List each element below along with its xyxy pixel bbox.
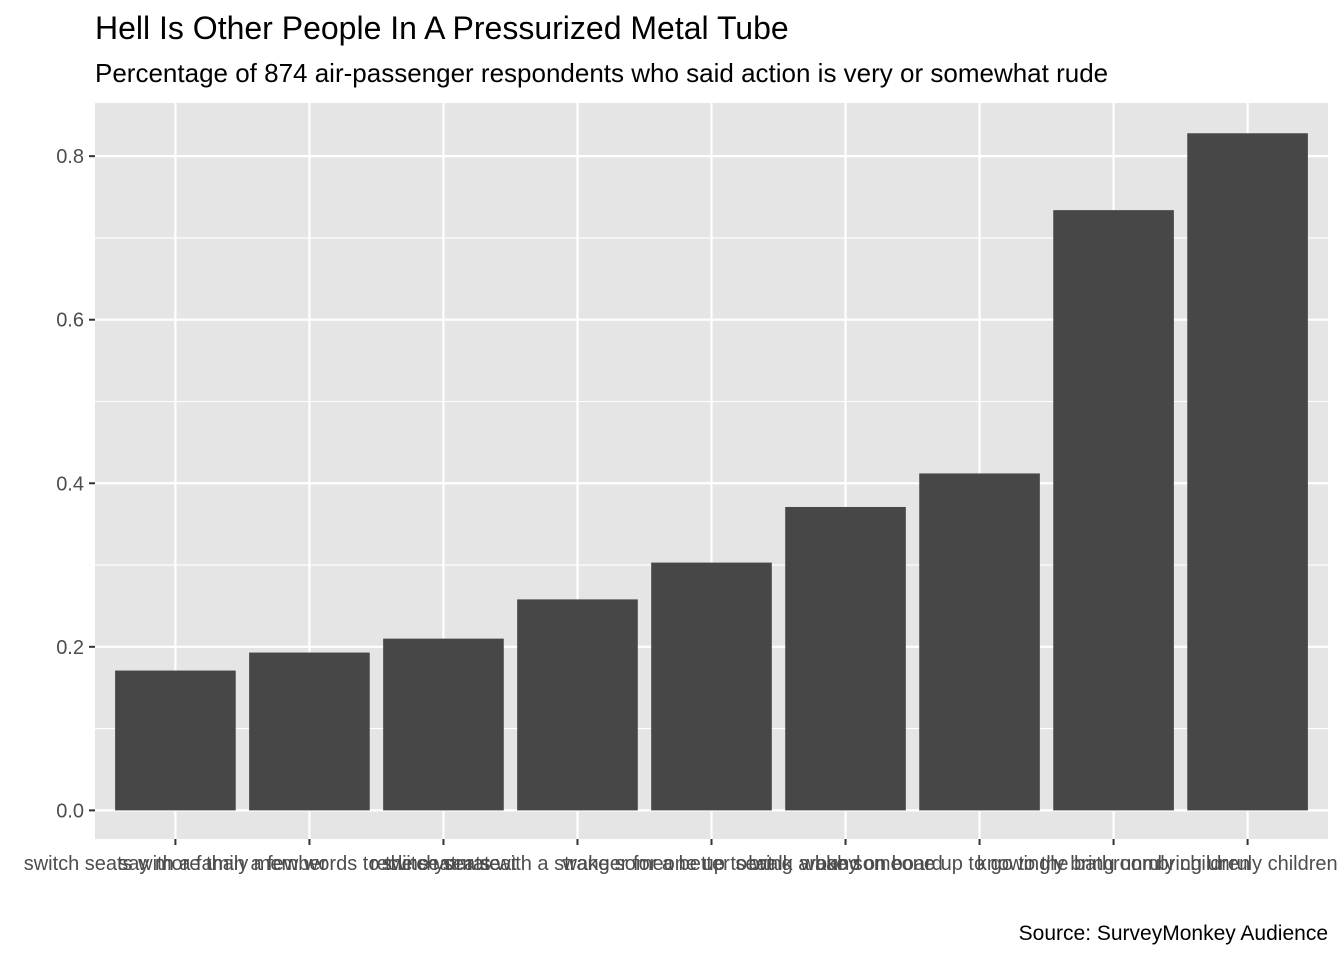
y-tick-label: 0.0 (56, 800, 84, 822)
bar (1053, 210, 1174, 811)
bar (249, 652, 370, 811)
bar (517, 599, 638, 811)
x-tick-label: say more than a few words to the seatmat… (118, 853, 500, 875)
bar (1187, 133, 1308, 811)
bar (919, 473, 1040, 811)
x-tick-label: wake someone up to go to the bathroom (800, 853, 1159, 875)
x-tick-label: bring unruly children (1158, 853, 1338, 875)
bar (383, 638, 504, 811)
y-tick-label: 0.6 (56, 310, 84, 332)
chart-caption: Source: SurveyMonkey Audience (1019, 922, 1328, 945)
x-tick-label: bring a baby on board (748, 853, 943, 875)
x-tick-label: switch seats with a stranger for a bette… (382, 853, 774, 875)
y-axis: 0.0 0.2 0.4 0.6 0.8 (56, 146, 95, 822)
x-tick-label: recline your seat (370, 853, 517, 875)
chart-title: Hell Is Other People In A Pressurized Me… (95, 10, 789, 46)
y-tick-label: 0.2 (56, 637, 84, 659)
bar (115, 670, 236, 811)
bar (651, 562, 772, 811)
bar (785, 506, 906, 811)
chart-subtitle: Percentage of 874 air-passenger responde… (95, 58, 1108, 88)
x-tick-label: knowingly bring unruly children (977, 853, 1250, 875)
bar-series (115, 133, 1308, 811)
x-tick-label: switch seats with a family member (24, 853, 328, 875)
x-tick-label: wake someone up to walk around (562, 853, 861, 875)
y-tick-label: 0.8 (56, 146, 84, 168)
y-tick-label: 0.4 (56, 473, 84, 495)
